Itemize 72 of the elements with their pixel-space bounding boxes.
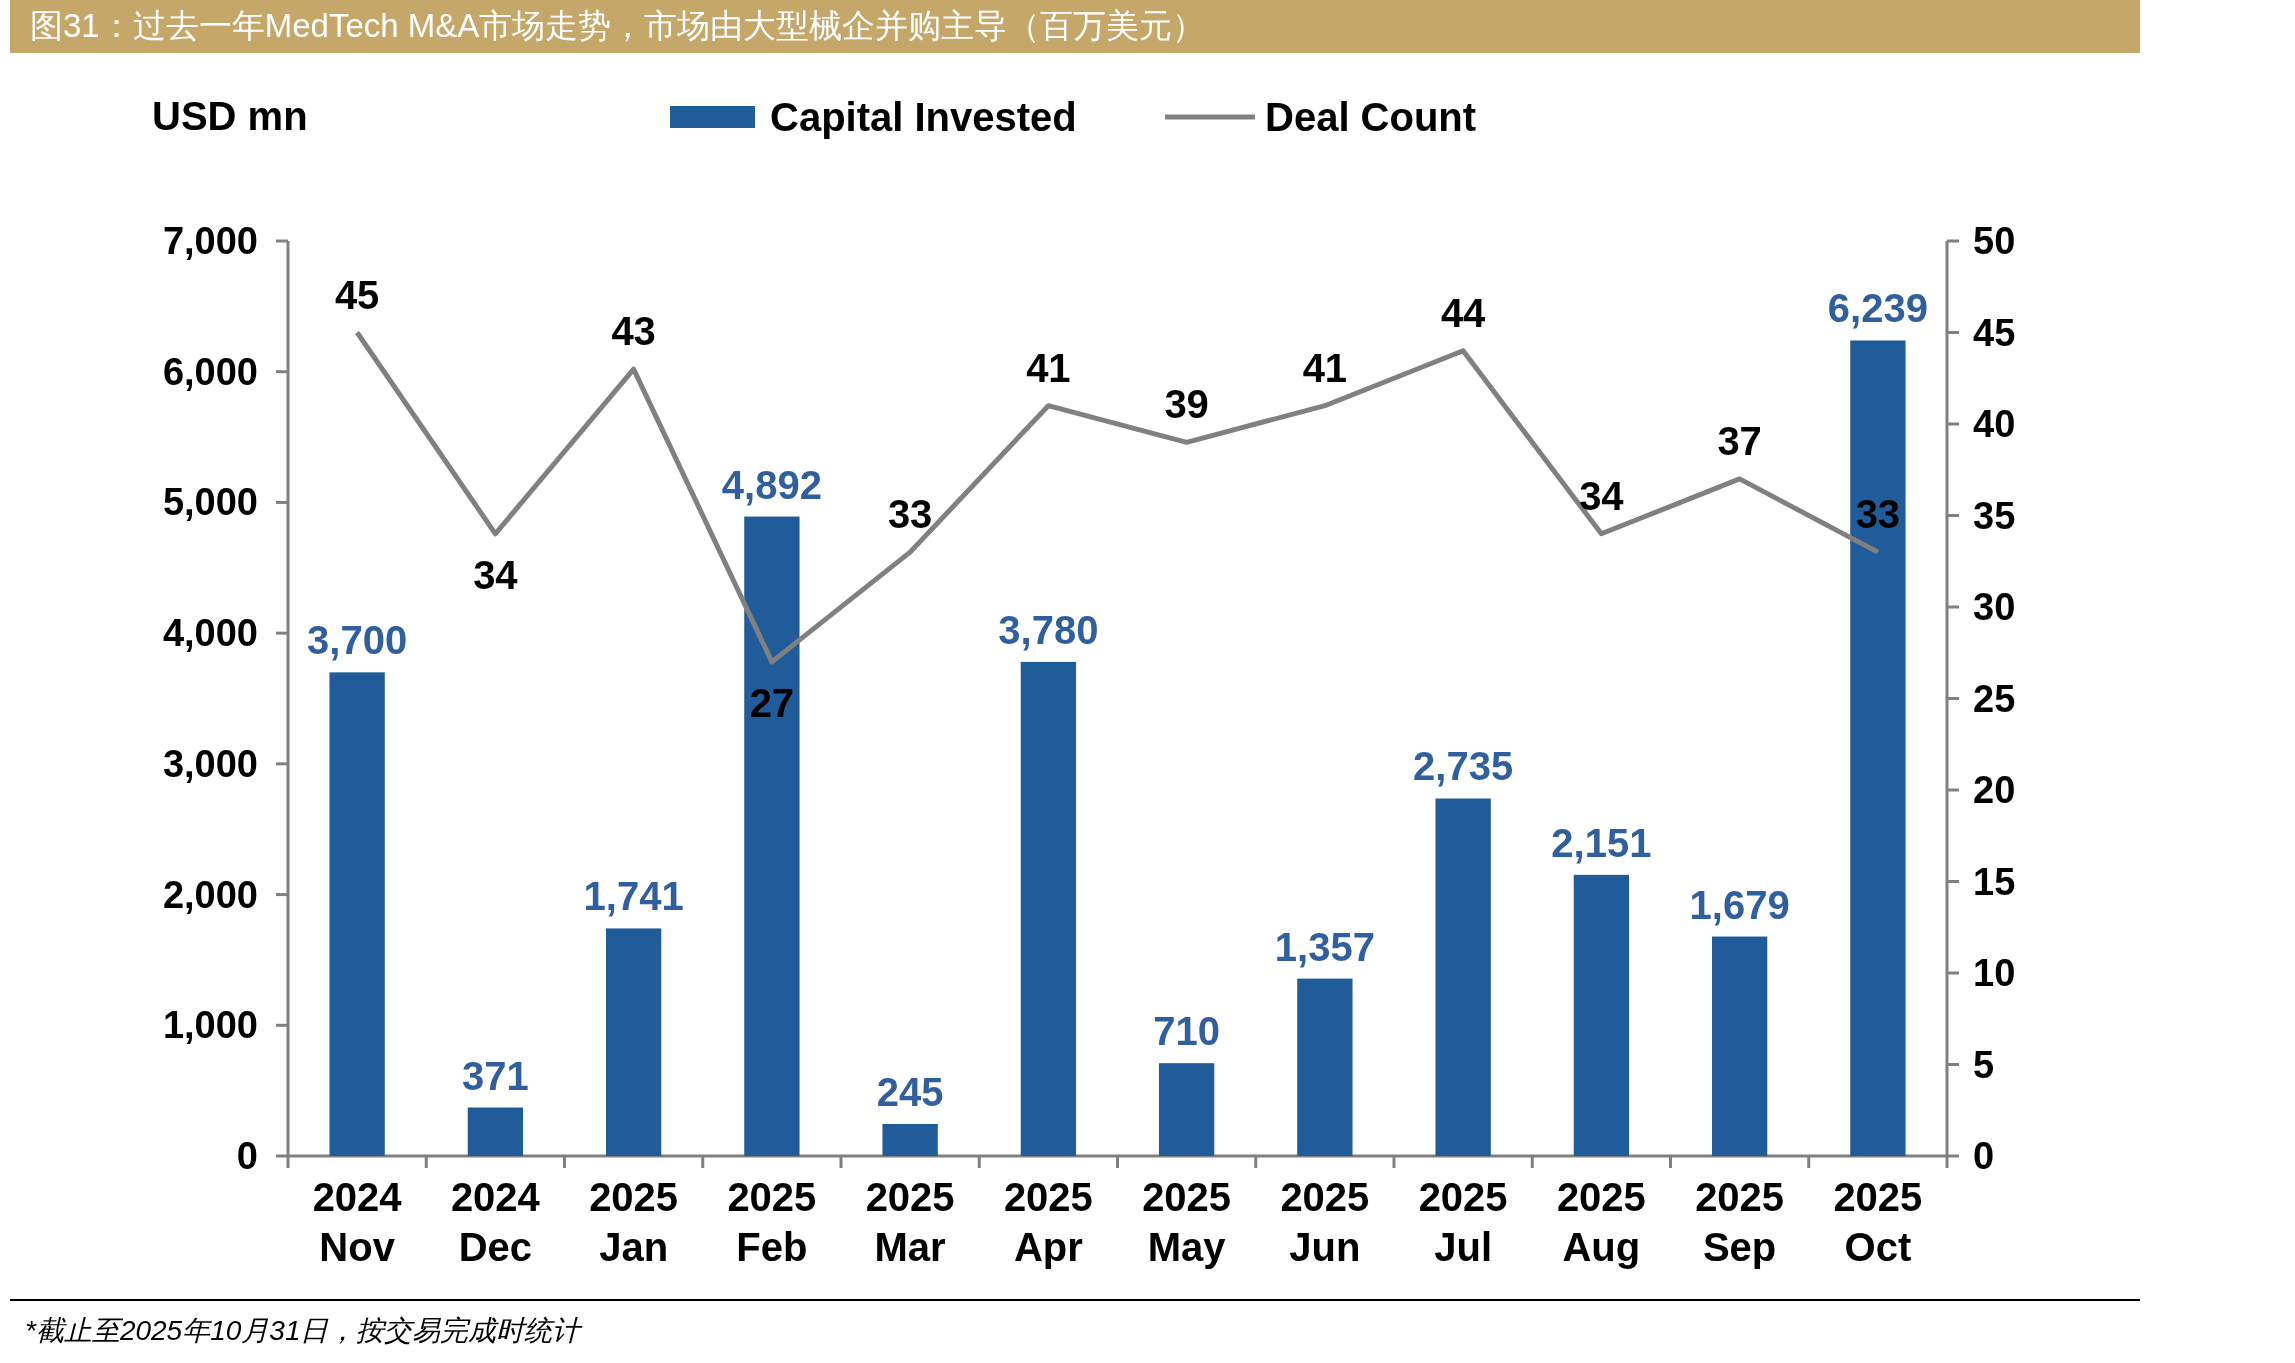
bar: [467, 1107, 524, 1156]
data-label: 3,780: [998, 607, 1099, 652]
x-tick-label: 2025 Sep: [1695, 1175, 1785, 1269]
bar: [1850, 340, 1906, 1156]
y2-tick-label: 5: [1973, 1043, 1995, 1086]
y-tick-label: 2,000: [162, 873, 258, 916]
data-label: 34: [1579, 473, 1625, 518]
y-tick-label: 5,000: [162, 481, 258, 524]
y2-tick-label: 45: [1973, 311, 2016, 354]
data-label: 33: [887, 492, 933, 537]
y-tick-label: 7,000: [162, 220, 258, 262]
x-tick-label: 2025 Jan: [589, 1175, 679, 1269]
y2-tick-label: 0: [1973, 1135, 1995, 1177]
x-tick-label: 2025 Jun: [1280, 1175, 1370, 1269]
data-label: 6,239: [1827, 286, 1928, 331]
data-label: 2,735: [1413, 744, 1514, 789]
bar: [882, 1123, 938, 1156]
legend-label: Deal Count: [1265, 95, 1477, 139]
x-tick-label: 2025 Jul: [1418, 1175, 1508, 1269]
y2-tick-label: 30: [1973, 586, 2016, 628]
data-label: 37: [1717, 418, 1762, 463]
data-label: 3,700: [307, 618, 408, 663]
data-label: 41: [1026, 345, 1071, 390]
y-tick-label: 1,000: [162, 1004, 258, 1047]
y-tick-label: 3,000: [162, 742, 258, 785]
x-tick-label: 2025 Aug: [1556, 1175, 1646, 1269]
chart-title: 图31：过去一年MedTech M&A市场走势，市场由大型械企并购主导（百万美元）: [30, 7, 1206, 44]
y2-tick-label: 15: [1973, 860, 2016, 903]
x-tick-label: 2025 May: [1142, 1175, 1232, 1269]
x-tick-label: 2024 Nov: [312, 1175, 403, 1269]
y2-tick-label: 50: [1973, 220, 2016, 262]
bar: [605, 928, 662, 1156]
x-tick-label: 2024 Dec: [450, 1175, 541, 1269]
data-label: 33: [1855, 492, 1901, 537]
data-label: 1,357: [1274, 924, 1375, 969]
bar: [329, 672, 385, 1156]
bar: [744, 516, 800, 1156]
data-label: 44: [1440, 290, 1487, 335]
x-tick-label: 2025 Apr: [1003, 1175, 1093, 1269]
data-label: 27: [749, 680, 795, 725]
y2-tick-label: 40: [1973, 403, 2016, 445]
bar: [1573, 874, 1630, 1156]
bar: [1435, 798, 1491, 1156]
legend-label: Capital Invested: [770, 95, 1077, 139]
bar: [1711, 936, 1768, 1156]
text: *截止至2025年10月31日，按交易完成时统计: [25, 1315, 584, 1346]
y2-tick-label: 35: [1973, 494, 2016, 537]
data-label: 43: [611, 309, 656, 354]
x-tick-label: 2025 Oct: [1833, 1175, 1923, 1269]
data-label: 4,892: [721, 462, 822, 507]
data-label: 2,151: [1551, 820, 1652, 865]
y2-tick-label: 10: [1973, 952, 2016, 994]
data-label: 39: [1164, 382, 1209, 427]
y2-tick-label: 25: [1973, 677, 2016, 720]
data-label: 45: [334, 272, 380, 317]
data-label: 1,741: [583, 874, 684, 919]
bar: [1158, 1063, 1215, 1156]
x-tick-label: 2025 Feb: [727, 1175, 817, 1269]
data-label: 245: [876, 1069, 944, 1114]
y-axis-title: USD mn: [152, 94, 308, 138]
bar: [1020, 661, 1077, 1156]
data-label: 371: [462, 1053, 529, 1098]
y-tick-label: 0: [236, 1135, 258, 1177]
data-label: 34: [473, 552, 519, 597]
y-tick-label: 6,000: [162, 350, 258, 393]
data-label: 41: [1302, 345, 1348, 390]
x-tick-label: 2025 Mar: [865, 1175, 955, 1269]
y2-tick-label: 20: [1973, 769, 2016, 811]
y-tick-label: 4,000: [162, 612, 258, 655]
data-label: 1,679: [1689, 882, 1790, 927]
bar: [1297, 978, 1353, 1156]
data-label: 710: [1153, 1009, 1220, 1054]
